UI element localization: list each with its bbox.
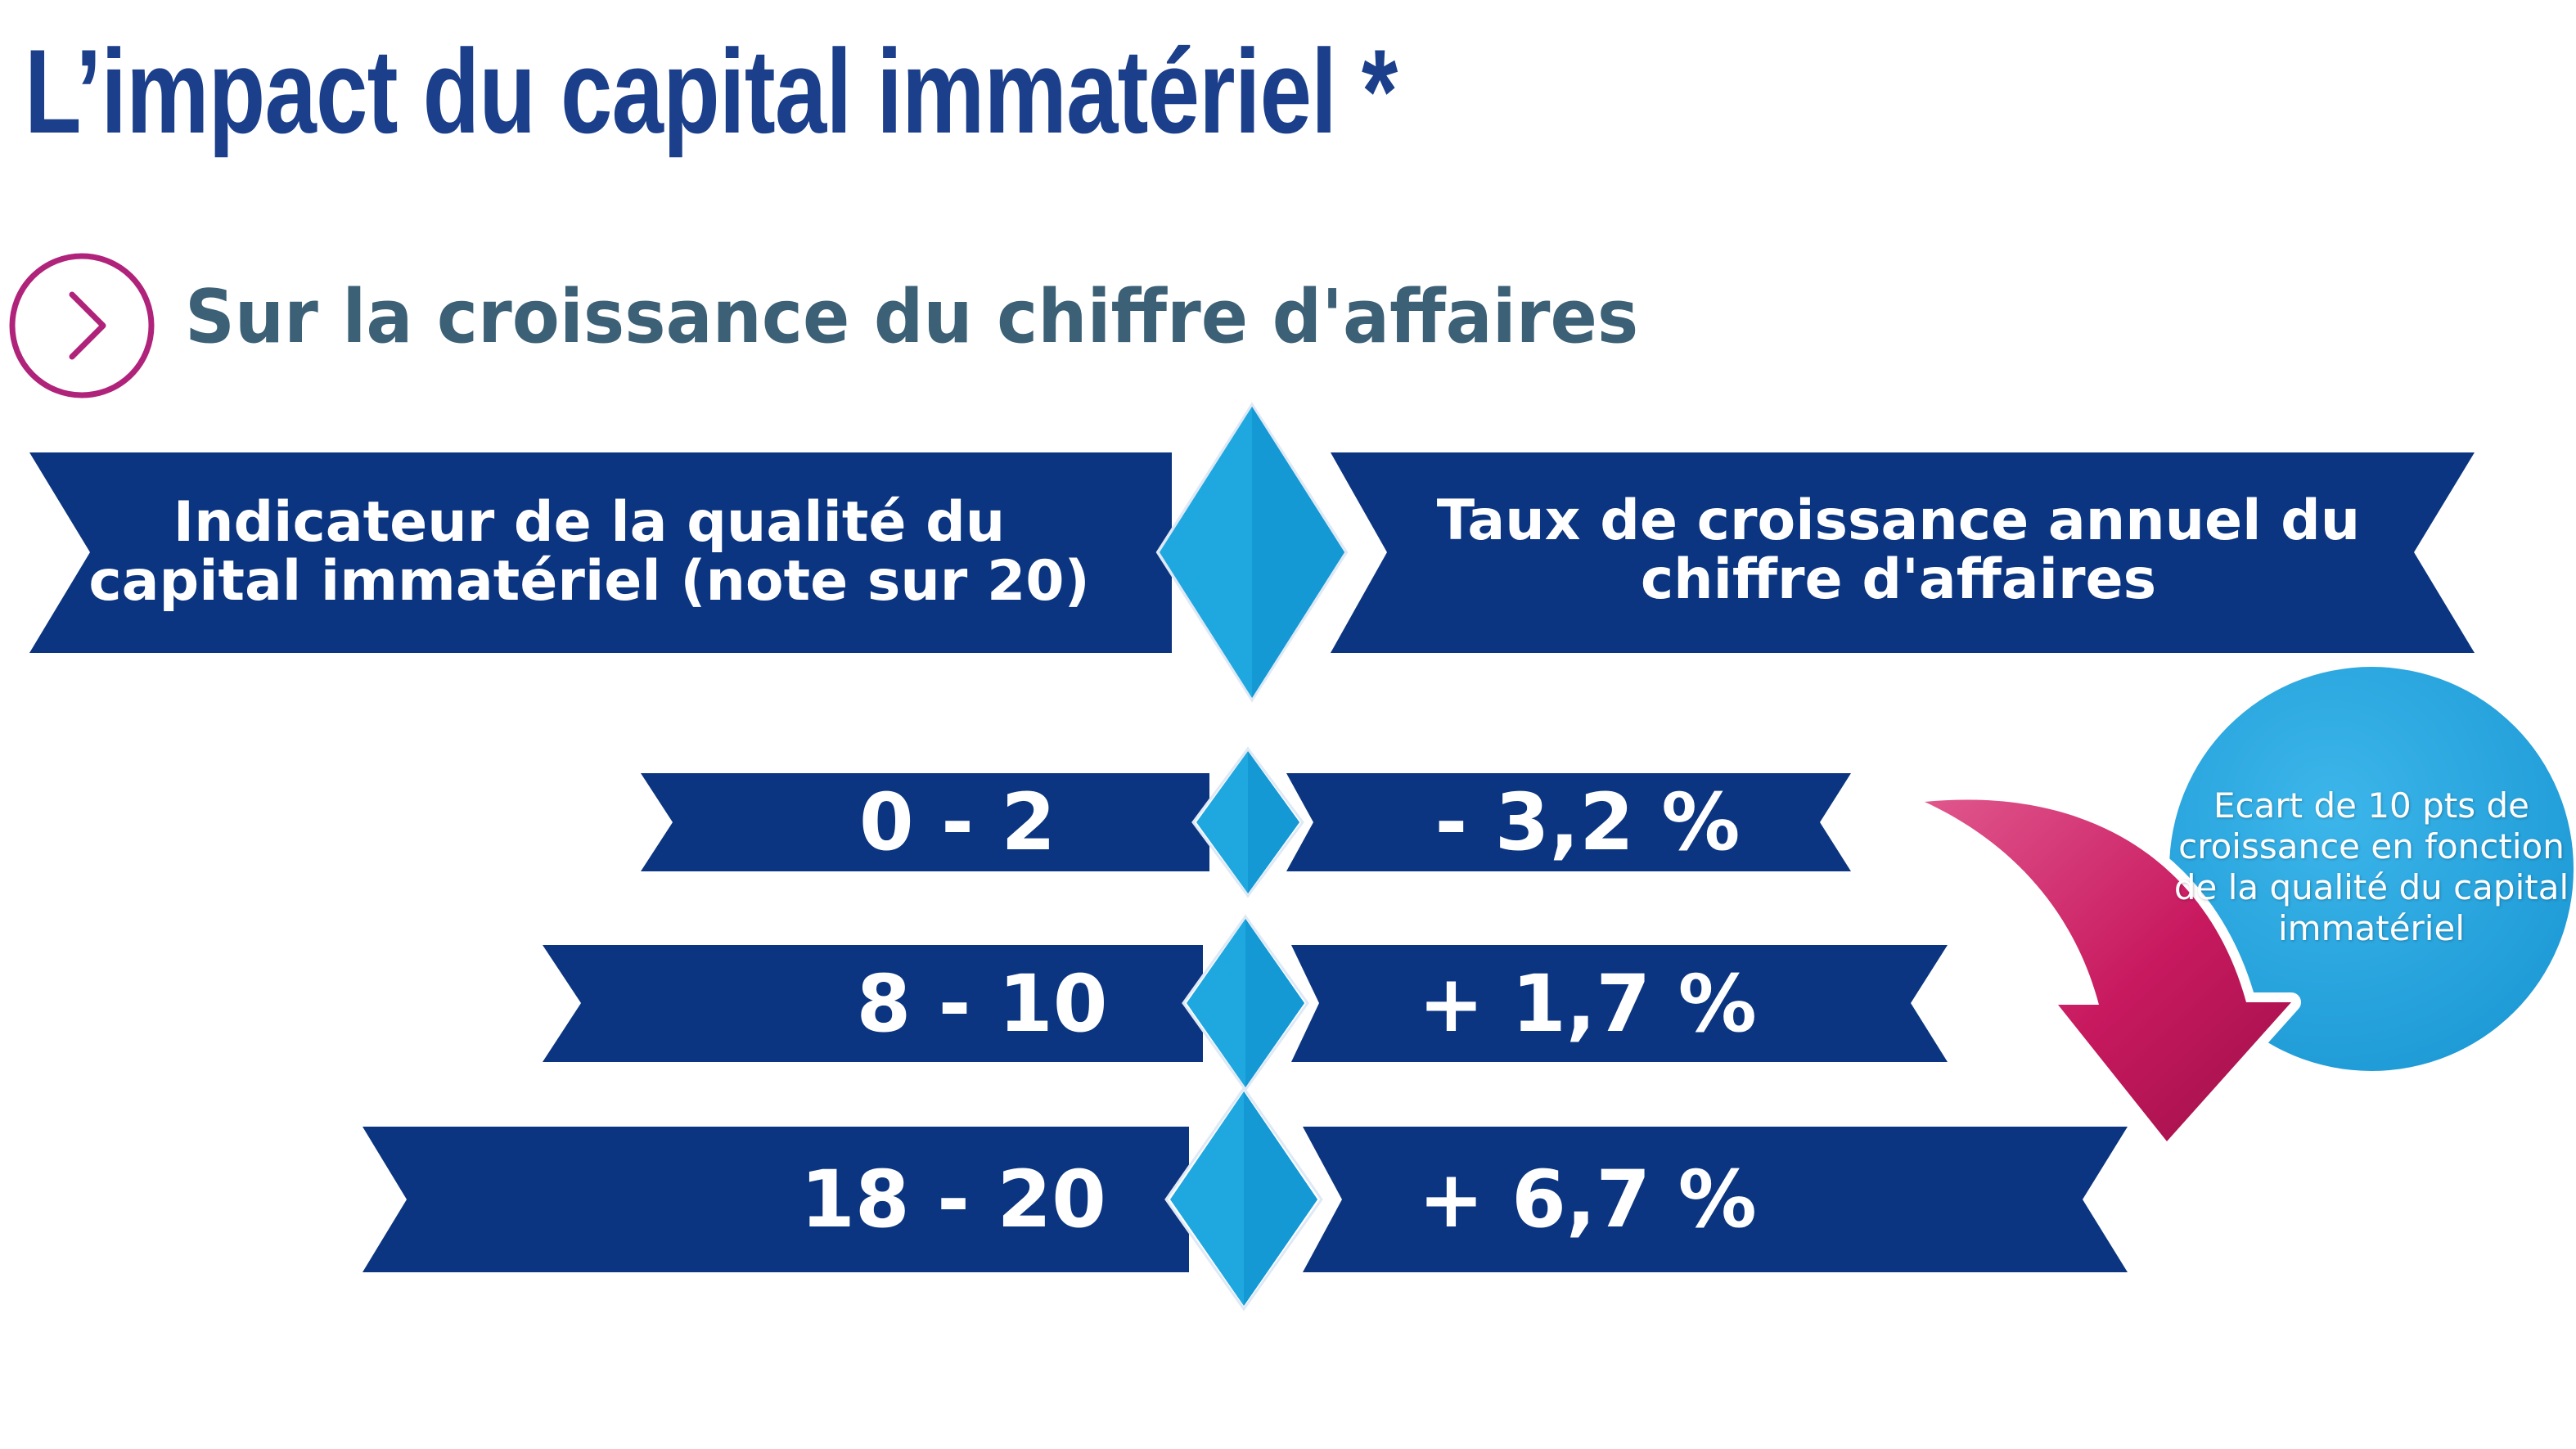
row-2-range: 8 - 10 — [856, 957, 1108, 1050]
row-1-right-banner — [1286, 773, 1851, 871]
row-2-diamond-facet — [1245, 919, 1304, 1087]
info-bubble-text: Ecart de 10 pts de croissance en fonctio… — [2173, 785, 2569, 948]
row-2-left-banner — [543, 945, 1203, 1062]
header-right-line2: chiffre d'affaires — [1640, 547, 2157, 612]
header-right-label: Taux de croissance annuel du chiffre d'a… — [1399, 473, 2398, 628]
header-left-line2: capital immatériel (note sur 20) — [88, 549, 1090, 614]
row-2-right-banner — [1291, 945, 1948, 1062]
header-left-banner — [29, 452, 1172, 653]
header-right-line1: Taux de croissance annuel du — [1436, 488, 2361, 553]
curved-arrow-down-icon — [1915, 790, 2301, 1151]
row-1-left-banner — [641, 773, 1209, 871]
page-title: L’impact du capital immatériel * — [25, 25, 1398, 158]
header-left-line1: Indicateur de la qualité du — [173, 490, 1006, 555]
row-3-right-banner — [1303, 1127, 2128, 1272]
chevron-right-circle-icon — [9, 253, 155, 398]
header-right-banner — [1331, 452, 2475, 653]
row-3-diamond-facet — [1244, 1091, 1317, 1306]
info-bubble — [2169, 667, 2574, 1071]
row-1-rate: - 3,2 % — [1434, 776, 1741, 868]
header-left-label: Indicateur de la qualité du capital imma… — [88, 475, 1090, 630]
row-3-range: 18 - 20 — [800, 1154, 1106, 1245]
row-3-left-banner — [363, 1127, 1189, 1272]
header-diamond-facet — [1252, 407, 1344, 698]
row-1-diamond-facet — [1248, 751, 1299, 893]
row-1-range: 0 - 2 — [858, 776, 1056, 868]
section-subtitle: Sur la croissance du chiffre d'affaires — [185, 274, 1639, 360]
row-2-rate: + 1,7 % — [1418, 957, 1757, 1050]
row-3-rate: + 6,7 % — [1418, 1154, 1757, 1245]
